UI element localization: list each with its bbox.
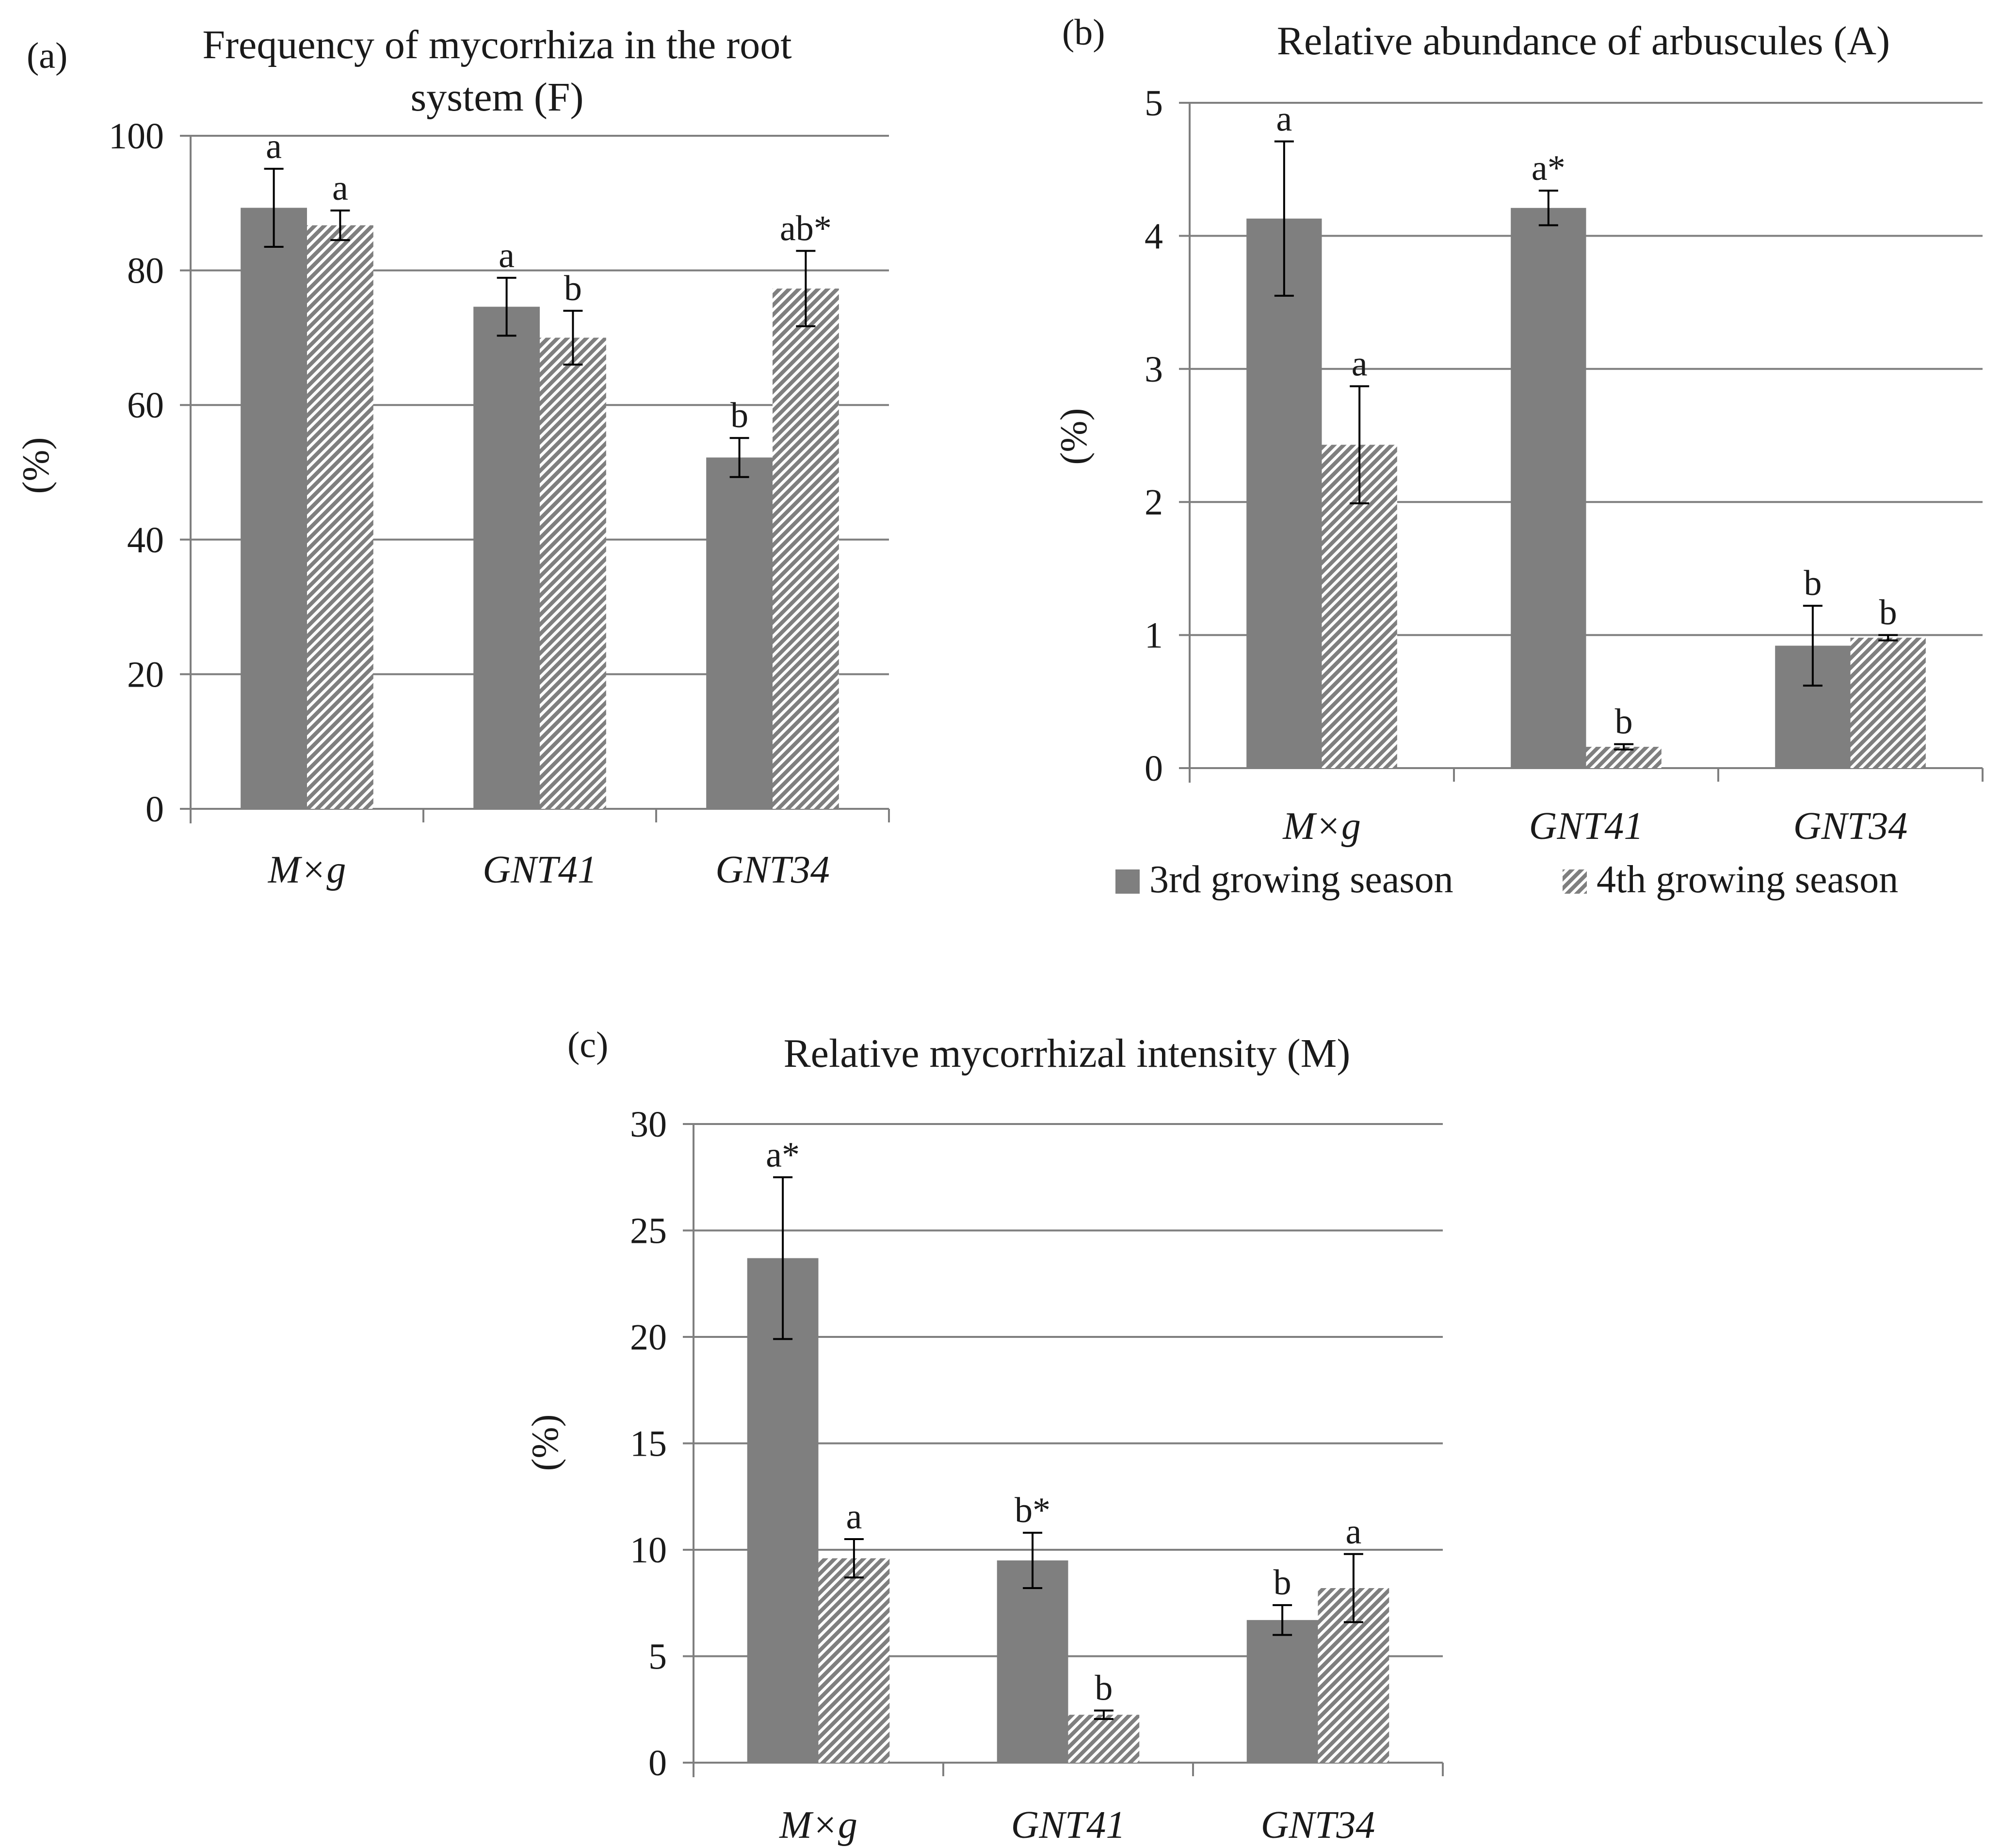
error-bar bbox=[330, 209, 350, 241]
y-tick-label: 20 bbox=[127, 654, 164, 695]
bar-4th-season bbox=[773, 289, 839, 809]
y-tick-label: 30 bbox=[630, 1104, 667, 1145]
error-bar bbox=[1803, 605, 1823, 687]
error-bar bbox=[1350, 385, 1370, 504]
bar-4th-season bbox=[540, 337, 606, 809]
category-label: M×g bbox=[268, 849, 346, 891]
y-tick-label: 15 bbox=[630, 1424, 667, 1464]
significance-label: b bbox=[1615, 702, 1633, 742]
significance-label: a bbox=[266, 127, 282, 166]
y-tick-label: 5 bbox=[1145, 83, 1163, 124]
bar-3rd-season bbox=[997, 1560, 1068, 1763]
y-axis-label: (%) bbox=[524, 1414, 566, 1471]
significance-label: a bbox=[499, 236, 515, 275]
bar-3rd-season bbox=[1246, 218, 1322, 768]
chart-panel-b: 0 1 2 3 4 5 a a M×g a* b GNT41 b b GNT34 Relative abund… bbox=[1052, 12, 1984, 848]
chart-title: Relative mycorrhizal intensity (M) bbox=[784, 1031, 1351, 1076]
error-bar bbox=[1274, 140, 1294, 297]
y-tick-label: 0 bbox=[1145, 748, 1163, 789]
bar-3rd-season bbox=[706, 457, 773, 809]
y-tick-label: 3 bbox=[1145, 349, 1163, 390]
y-tick-label: 80 bbox=[127, 251, 164, 291]
y-tick-label: 2 bbox=[1145, 482, 1163, 523]
y-tick-label: 4 bbox=[1145, 216, 1163, 257]
bar-3rd-season bbox=[1246, 1620, 1318, 1763]
bar-4th-season bbox=[1850, 638, 1926, 768]
y-tick-label: 40 bbox=[127, 520, 164, 561]
bar-4th-season bbox=[818, 1558, 890, 1763]
error-bar bbox=[1094, 1709, 1113, 1720]
error-bar bbox=[1538, 190, 1558, 226]
error-bar bbox=[264, 168, 284, 248]
category-label: GNT41 bbox=[1011, 1804, 1126, 1847]
bar-3rd-season bbox=[1511, 208, 1586, 768]
bar-3rd-season bbox=[241, 208, 307, 809]
error-bar bbox=[1878, 634, 1898, 642]
panel-label: (c) bbox=[567, 1025, 608, 1065]
error-bar bbox=[844, 1538, 864, 1579]
y-tick-label: 1 bbox=[1145, 615, 1163, 656]
y-tick-label: 60 bbox=[127, 385, 164, 426]
chart-title: Relative abundance of arbuscules (A) bbox=[1277, 18, 1890, 64]
y-tick-label: 25 bbox=[630, 1211, 667, 1252]
category-label: GNT41 bbox=[483, 849, 597, 891]
category-label: M×g bbox=[779, 1804, 857, 1847]
significance-label: a bbox=[1352, 344, 1368, 384]
y-tick-label: 5 bbox=[648, 1637, 667, 1677]
category-label: GNT34 bbox=[715, 849, 830, 891]
panel-label: (a) bbox=[27, 35, 67, 76]
panel-label: (b) bbox=[1062, 12, 1105, 53]
significance-label: b bbox=[564, 269, 582, 308]
y-tick-label: 10 bbox=[630, 1530, 667, 1571]
legend-swatch-3rd bbox=[1115, 869, 1140, 894]
chart-title: system (F) bbox=[411, 75, 584, 120]
y-tick-label: 20 bbox=[630, 1317, 667, 1358]
significance-label: ab* bbox=[780, 209, 832, 248]
significance-label: a bbox=[332, 168, 348, 208]
chart-panel-c: 0 5 10 15 20 25 30 a* a M×g b* b GNT41 b a GNT34 Relativ… bbox=[524, 1025, 1444, 1847]
y-axis-label: (%) bbox=[1052, 408, 1095, 465]
significance-label: b bbox=[730, 396, 748, 435]
bar-4th-season bbox=[1068, 1715, 1140, 1763]
category-label: GNT34 bbox=[1793, 805, 1908, 848]
y-axis-label: (%) bbox=[15, 437, 57, 494]
significance-label: b* bbox=[1015, 1491, 1050, 1530]
error-bar bbox=[773, 1176, 793, 1340]
y-tick-label: 0 bbox=[145, 789, 164, 830]
bar-3rd-season bbox=[747, 1258, 819, 1763]
error-bar bbox=[729, 437, 749, 478]
significance-label: b bbox=[1274, 1563, 1291, 1603]
significance-label: b bbox=[1879, 593, 1897, 633]
significance-label: b bbox=[1804, 563, 1822, 603]
legend: 3rd growing season 4th growing season bbox=[1115, 858, 1898, 901]
bar-3rd-season bbox=[473, 306, 540, 809]
y-tick-label: 100 bbox=[109, 116, 164, 157]
y-tick-label: 0 bbox=[648, 1743, 667, 1784]
significance-label: a bbox=[1276, 99, 1292, 139]
legend-label-4th: 4th growing season bbox=[1597, 858, 1898, 901]
significance-label: a* bbox=[1532, 148, 1565, 188]
error-bar bbox=[1023, 1531, 1043, 1590]
significance-label: a* bbox=[766, 1135, 800, 1175]
category-label: GNT34 bbox=[1261, 1804, 1375, 1847]
significance-label: b bbox=[1095, 1668, 1113, 1708]
legend-swatch-4th bbox=[1563, 869, 1587, 894]
error-bar bbox=[497, 276, 516, 337]
significance-label: a bbox=[1345, 1512, 1361, 1552]
category-label: M×g bbox=[1282, 805, 1361, 848]
bar-4th-season bbox=[307, 225, 373, 809]
legend-label-3rd: 3rd growing season bbox=[1149, 858, 1453, 901]
error-bar bbox=[1343, 1553, 1363, 1623]
error-bar bbox=[563, 309, 583, 366]
error-bar bbox=[1614, 743, 1634, 751]
error-bar bbox=[796, 250, 816, 327]
category-label: GNT41 bbox=[1529, 805, 1644, 848]
chart-panel-a: 0 20 40 60 80 100 a a M×g a b GNT41 b ab* GNT34 Frequen… bbox=[15, 22, 890, 891]
error-bar bbox=[1273, 1604, 1292, 1636]
significance-label: a bbox=[846, 1497, 862, 1537]
chart-title: Frequency of mycorrhiza in the root bbox=[202, 22, 791, 67]
